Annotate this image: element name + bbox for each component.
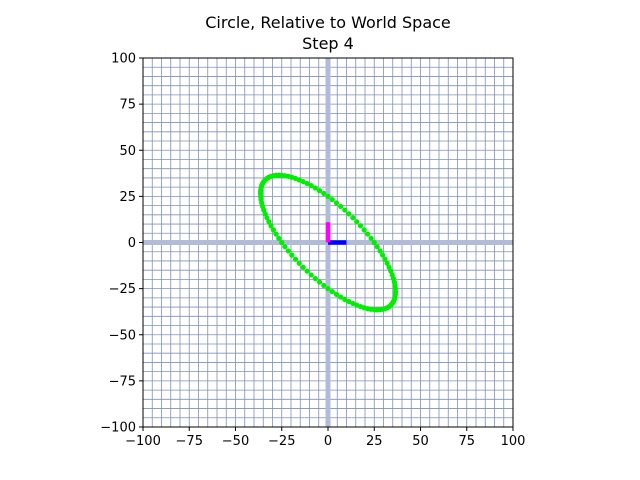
ellipse-point — [380, 252, 386, 258]
ellipse-point — [312, 185, 318, 191]
x-tick-label: −25 — [268, 434, 295, 449]
y-tick-label: −50 — [109, 328, 136, 343]
ellipse-point — [300, 264, 306, 270]
x-axis-ticks: −100 −75 −50 −25 0 25 50 75 100 — [125, 427, 525, 449]
y-axis-ticks: −100 −75 −50 −25 0 25 50 75 100 — [100, 52, 143, 436]
x-tick-label: 0 — [324, 434, 332, 449]
x-tick-label: 75 — [458, 434, 475, 449]
x-tick-label: −100 — [125, 434, 161, 449]
ellipse-point — [386, 303, 392, 310]
ellipse-point — [384, 260, 390, 266]
ellipse-point — [350, 215, 356, 221]
ellipse-point — [300, 178, 306, 185]
ellipse-point — [292, 256, 299, 262]
ellipse-point — [338, 294, 344, 300]
ellipse-point — [368, 235, 374, 241]
chart-title: Circle, Relative to World Space — [205, 13, 451, 32]
y-tick-label: 50 — [119, 144, 136, 159]
y-tick-label: 100 — [111, 52, 136, 67]
x-tick-label: −75 — [176, 434, 203, 449]
ellipse-point — [316, 279, 323, 285]
y-tick-label: −100 — [100, 421, 136, 436]
ellipse-point — [273, 231, 279, 237]
ellipse-point — [268, 223, 274, 229]
ellipse-point — [338, 203, 344, 210]
ellipse-point — [361, 227, 367, 233]
ellipse-point — [308, 272, 314, 278]
ellipse-point — [276, 235, 282, 241]
y-tick-label: 25 — [119, 190, 136, 205]
ellipse-point — [266, 219, 272, 225]
ellipse-point — [350, 300, 356, 307]
ellipse-point — [365, 231, 371, 237]
ellipse-point — [371, 239, 377, 246]
y-tick-label: 0 — [128, 236, 136, 251]
ellipse-point — [282, 244, 288, 250]
ellipse-point — [388, 268, 394, 274]
y-tick-label: 75 — [119, 98, 136, 113]
x-tick-label: 25 — [366, 434, 383, 449]
chart-subtitle: Step 4 — [302, 34, 354, 53]
ellipse-point — [329, 196, 335, 203]
ellipse-point — [312, 275, 318, 282]
ellipse-point — [325, 285, 331, 292]
ellipse-point — [346, 298, 352, 305]
ellipse-point — [296, 260, 302, 266]
ellipse-point — [289, 252, 295, 258]
ellipse-point — [321, 190, 327, 197]
ellipse-point — [262, 211, 268, 217]
ellipse-point — [333, 200, 340, 206]
ellipse-point — [329, 288, 335, 295]
x-tick-label: −50 — [222, 434, 249, 449]
ellipse-point — [357, 223, 364, 229]
ellipse-point — [304, 268, 310, 274]
ellipse-point — [279, 239, 285, 246]
x-tick-label: 100 — [501, 434, 526, 449]
x-tick-label: 50 — [412, 434, 429, 449]
ellipse-point — [342, 207, 348, 213]
ellipse-point — [285, 248, 291, 254]
ellipse-point — [321, 282, 327, 289]
ellipse-point — [333, 291, 340, 297]
ellipse-point — [354, 219, 360, 225]
ellipse-point — [270, 227, 276, 233]
y-tick-label: −25 — [109, 282, 136, 297]
ellipse-point — [374, 244, 380, 250]
ellipse-point — [342, 296, 348, 302]
ellipse-point — [377, 248, 383, 254]
ellipse-point — [386, 264, 392, 270]
ellipse-point — [316, 188, 323, 194]
ellipse-layer — [257, 172, 399, 313]
basis-vectors — [325, 222, 347, 245]
ellipse-point — [264, 215, 270, 221]
ellipse-point — [346, 211, 352, 217]
ellipse-point — [304, 180, 310, 187]
y-tick-label: −75 — [109, 374, 136, 389]
ellipse-point — [325, 193, 331, 200]
ellipse-point — [308, 183, 314, 189]
ellipse-point — [382, 256, 388, 262]
